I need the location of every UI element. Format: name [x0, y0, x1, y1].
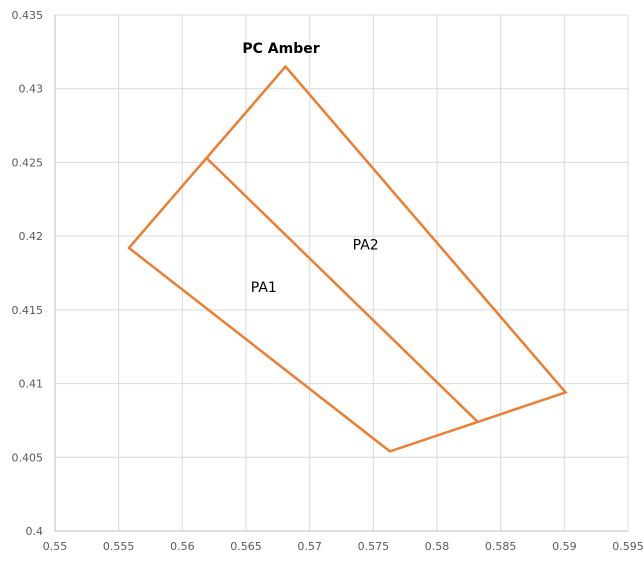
- x-tick-label: 0.57: [297, 540, 322, 553]
- x-tick-label: 0.585: [485, 540, 517, 553]
- series: [127, 64, 568, 453]
- y-tick-label: 0.42: [19, 230, 44, 243]
- x-tick-label: 0.595: [612, 540, 643, 553]
- y-tick-label: 0.4: [26, 525, 44, 538]
- x-tick-label: 0.565: [230, 540, 262, 553]
- region-label-pa2: PA2: [353, 237, 379, 253]
- y-tick-label: 0.435: [12, 9, 44, 22]
- y-tick-label: 0.43: [19, 83, 44, 96]
- annotations: PA1 PA2: [251, 237, 379, 296]
- x-tick-label: 0.555: [103, 540, 135, 553]
- y-tick-label: 0.425: [12, 156, 44, 169]
- y-tick-label: 0.405: [12, 451, 44, 464]
- axes: [54, 15, 628, 532]
- gridlines: [54, 14, 629, 532]
- chart-title: PC Amber: [242, 41, 319, 57]
- pc-amber-boundary-line: [127, 64, 568, 453]
- x-tick-label: 0.55: [43, 540, 68, 553]
- x-tick-label: 0.59: [552, 540, 577, 553]
- pa1-pa2-divider-line: [205, 156, 479, 424]
- x-tick-label: 0.575: [358, 540, 390, 553]
- tick-labels: 0.55 0.555 0.56 0.565 0.57 0.575 0.58 0.585 0.59…: [12, 9, 643, 553]
- x-tick-label: 0.56: [170, 540, 195, 553]
- y-tick-label: 0.41: [19, 378, 44, 391]
- y-tick-label: 0.415: [12, 304, 44, 317]
- x-tick-label: 0.58: [425, 540, 450, 553]
- region-label-pa1: PA1: [251, 280, 277, 296]
